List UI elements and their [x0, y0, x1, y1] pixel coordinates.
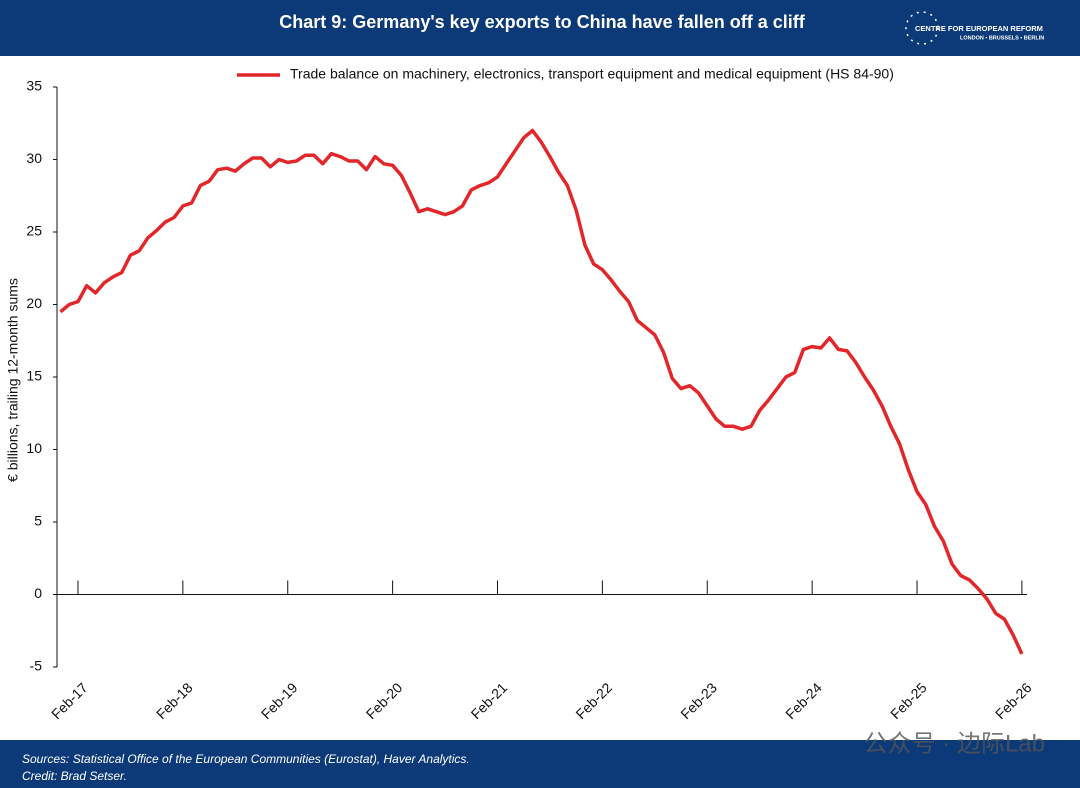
logo-stars: [905, 11, 939, 45]
credit: Credit: Brad Setser.: [22, 769, 127, 783]
chart-title: Chart 9: Germany's key exports to China …: [279, 12, 805, 32]
footer-bar: [0, 740, 1080, 788]
y-tick-label: 10: [26, 440, 42, 456]
y-tick-label: 30: [26, 150, 42, 166]
y-axis-label: € billions, trailing 12-month sums: [5, 278, 21, 482]
logo-name: CENTRE FOR EUROPEAN REFORM: [915, 24, 1043, 33]
y-tick-label: 35: [26, 78, 42, 94]
y-tick-label: 0: [34, 585, 42, 601]
header-bar: [0, 0, 1080, 56]
data-line: [59, 128, 1024, 655]
y-tick-label: 5: [34, 513, 42, 529]
y-tick-label: 25: [26, 223, 42, 239]
y-tick-label: 15: [26, 368, 42, 384]
watermark: 公众号 · 边际Lab: [864, 730, 1045, 757]
sources: Sources: Statistical Office of the Europ…: [22, 752, 470, 766]
logo-cities: LONDON • BRUSSELS • BERLIN: [960, 35, 1044, 41]
legend-label: Trade balance on machinery, electronics,…: [290, 66, 894, 82]
y-tick-label: -5: [30, 658, 43, 674]
y-tick-label: 20: [26, 295, 42, 311]
